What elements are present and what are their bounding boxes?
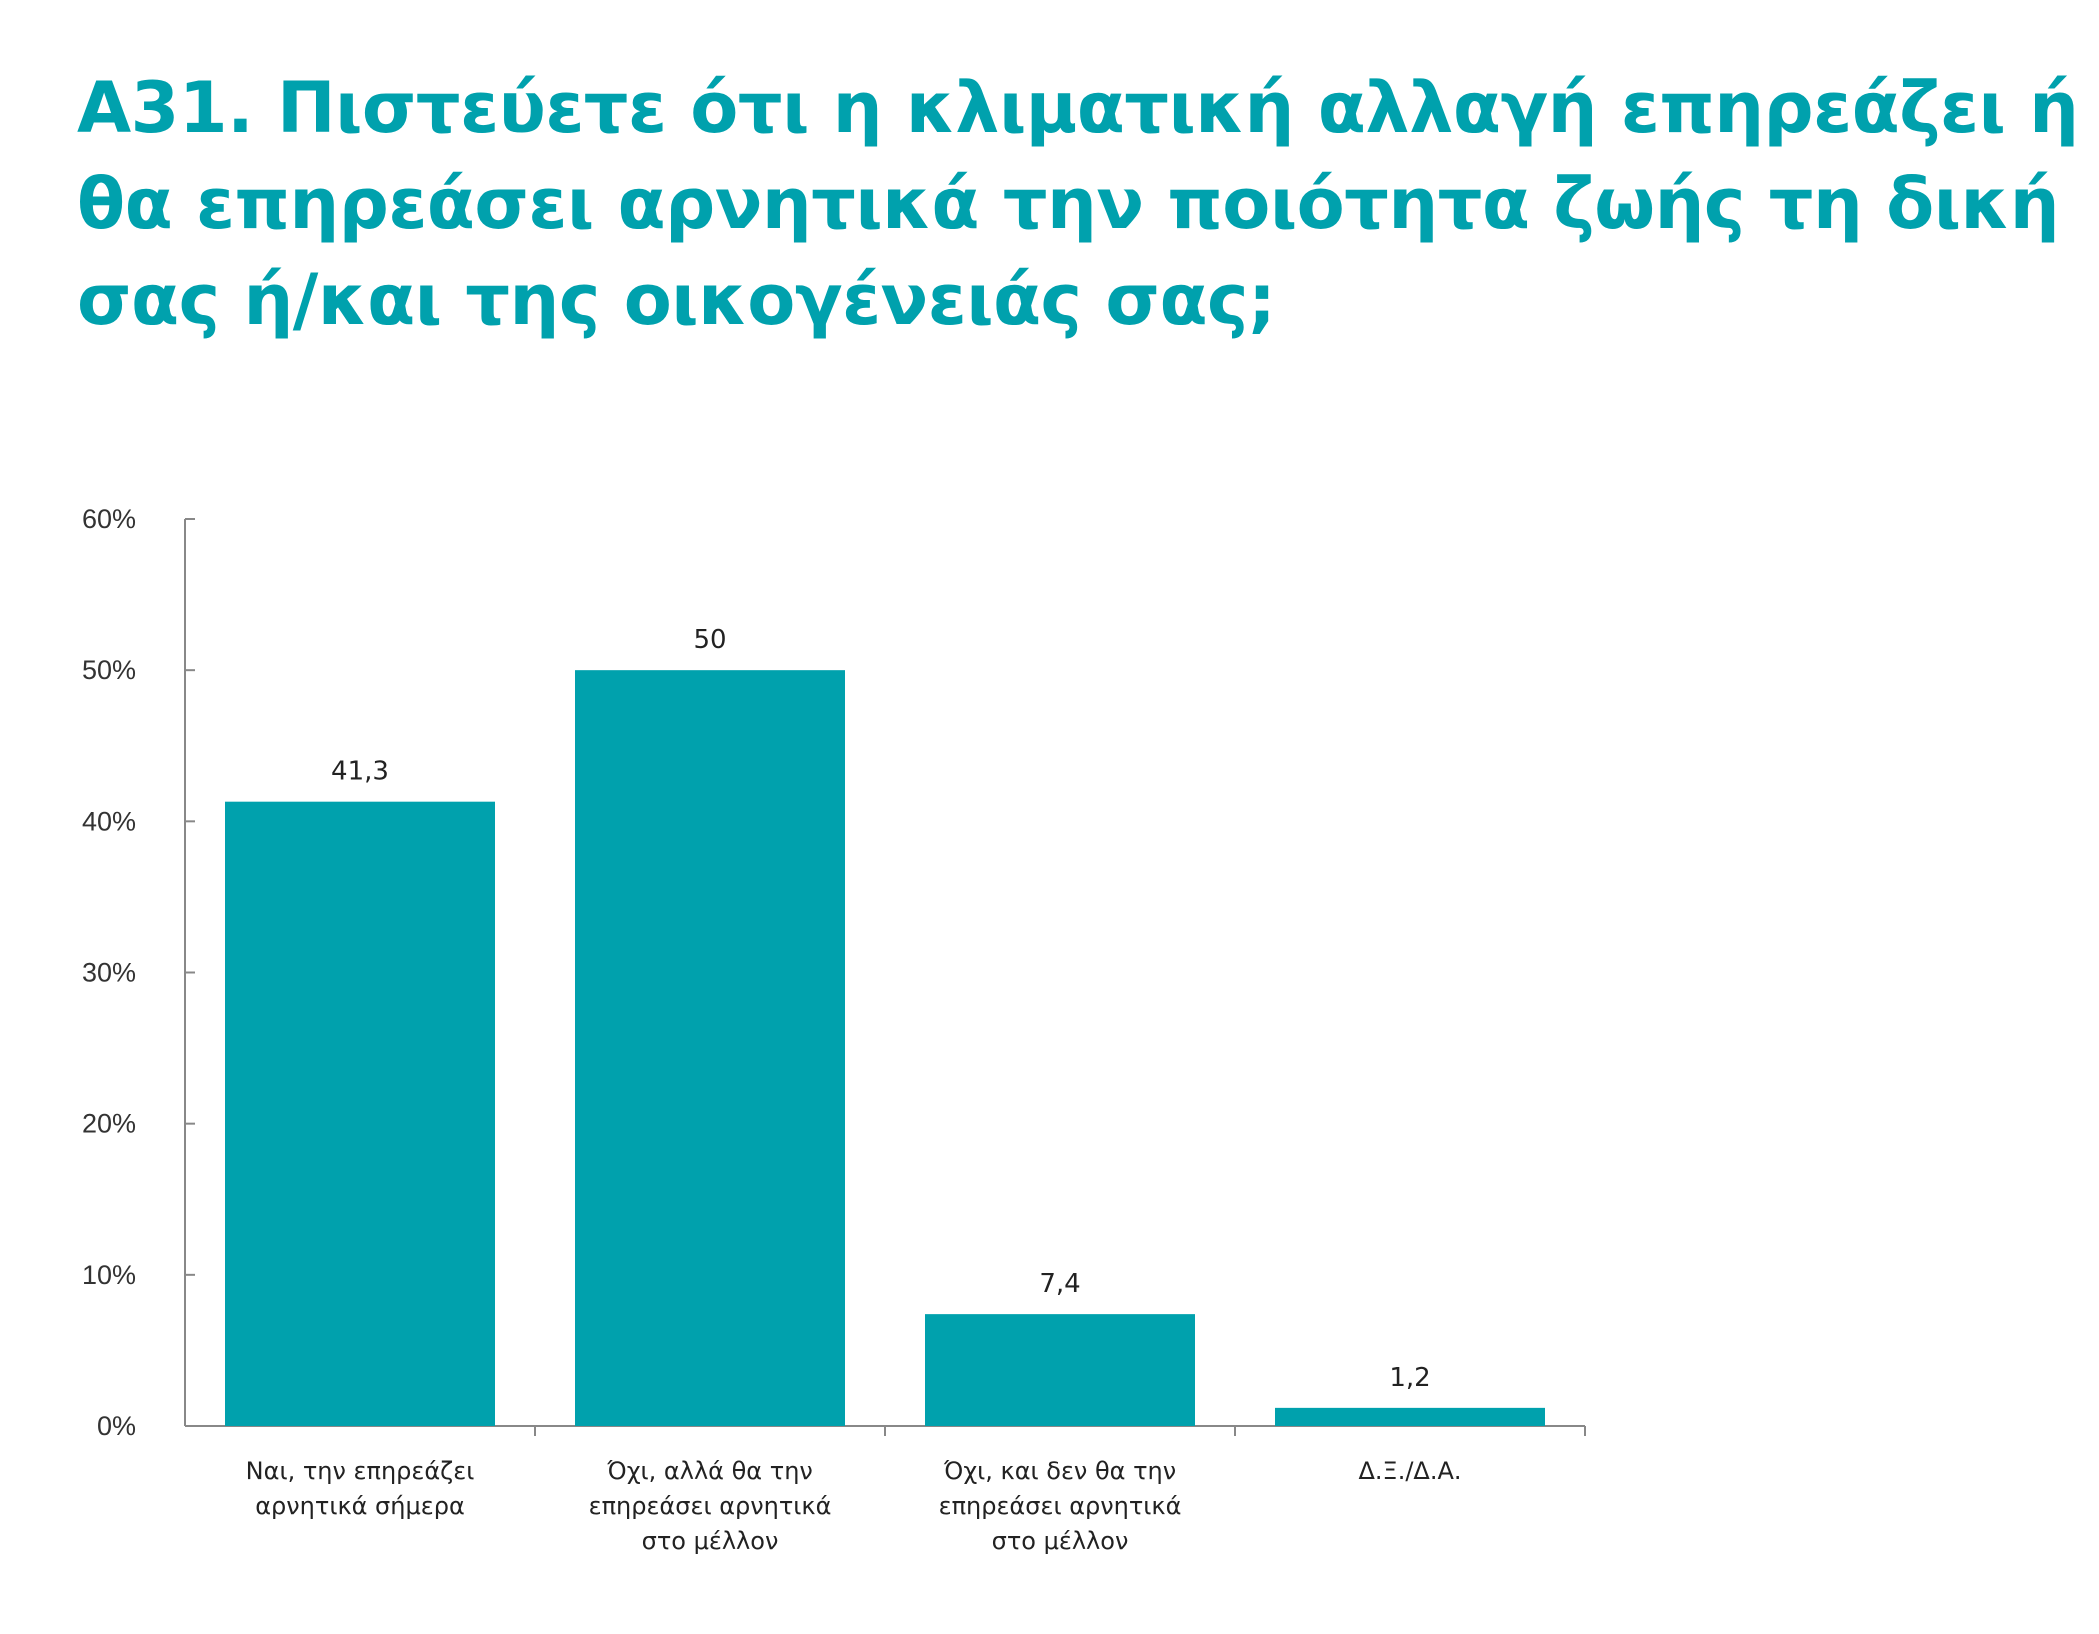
data-label: 1,2 — [1389, 1363, 1430, 1393]
x-tick-label: αρνητικά σήμερα — [255, 1492, 465, 1520]
title-line: Α31. Πιστεύετε ότι η κλιματική αλλαγή επ… — [77, 67, 2079, 149]
title-line: σας ή/και της οικογένειάς σας; — [77, 259, 1276, 341]
x-tick-label: Όχι, αλλά θα την — [606, 1457, 813, 1485]
data-label: 41,3 — [331, 757, 389, 787]
x-tick-label: στο μέλλον — [642, 1527, 779, 1555]
x-tick-label: στο μέλλον — [992, 1527, 1129, 1555]
bar — [225, 801, 495, 1426]
chart-title: Α31. Πιστεύετε ότι η κλιματική αλλαγή επ… — [77, 60, 2079, 348]
x-tick-label: Δ.Ξ./Δ.Α. — [1358, 1457, 1461, 1485]
bar — [575, 670, 845, 1426]
x-tick-label: Ναι, την επηρεάζει — [246, 1457, 475, 1485]
x-tick-label: επηρεάσει αρνητικά — [939, 1492, 1182, 1520]
y-tick-label: 50% — [82, 655, 136, 685]
x-tick-label: Όχι, και δεν θα την — [943, 1457, 1176, 1485]
x-tick-label: επηρεάσει αρνητικά — [589, 1492, 832, 1520]
y-tick-label: 40% — [82, 806, 136, 836]
bar — [1275, 1407, 1545, 1426]
y-tick-label: 30% — [82, 958, 136, 988]
data-label: 7,4 — [1039, 1269, 1080, 1299]
y-tick-label: 0% — [97, 1411, 136, 1441]
bar — [925, 1314, 1195, 1426]
y-tick-label: 10% — [82, 1260, 136, 1290]
y-tick-label: 20% — [82, 1109, 136, 1139]
data-label: 50 — [693, 625, 726, 655]
y-tick-label: 60% — [82, 504, 136, 534]
title-line: θα επηρεάσει αρνητικά την ποιότητα ζωής … — [77, 163, 2060, 245]
